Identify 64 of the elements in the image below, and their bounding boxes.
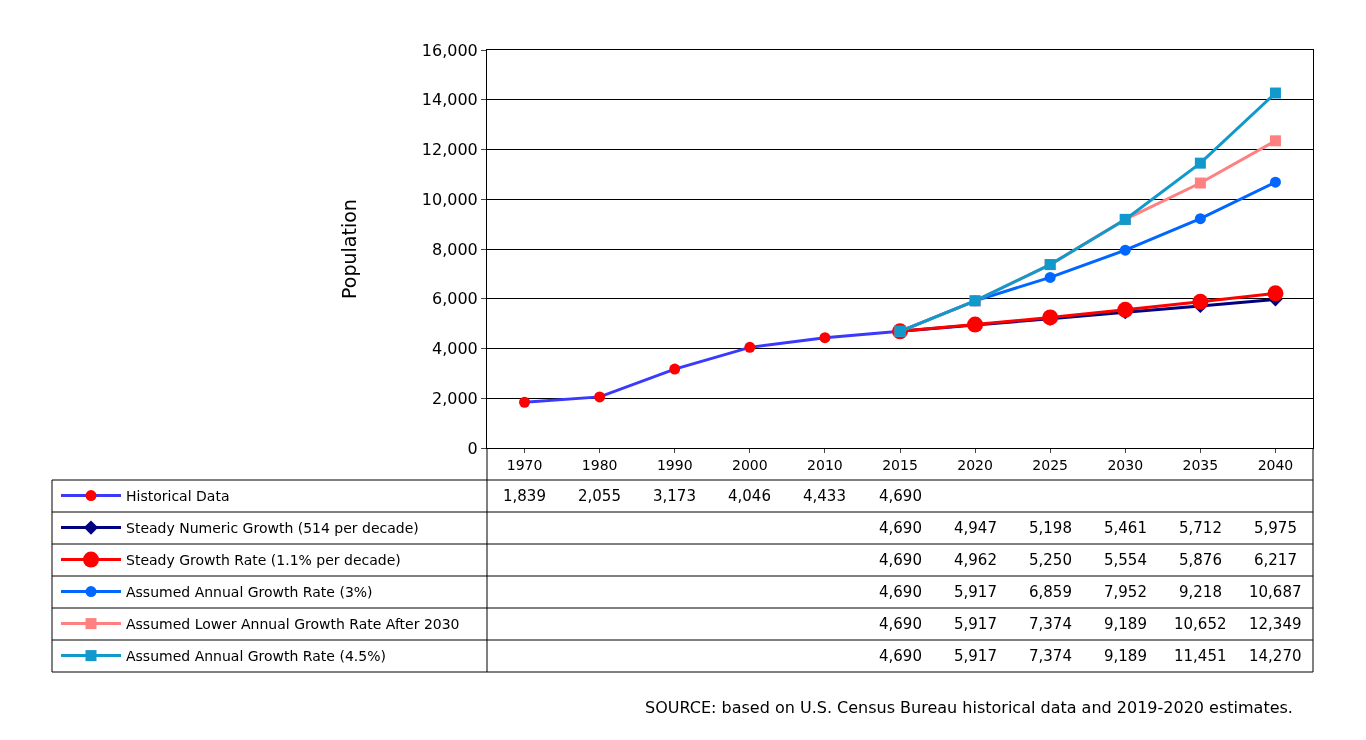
legend-label: Historical Data xyxy=(126,488,230,505)
data-label: 9,189 xyxy=(1104,647,1147,665)
x-tick-label: 1970 xyxy=(506,456,543,473)
data-label: 9,218 xyxy=(1179,583,1222,601)
data-label: 4,690 xyxy=(879,583,922,601)
x-tick-label: 2000 xyxy=(732,456,768,473)
data-label: 4,690 xyxy=(879,519,922,537)
data-label: 4,690 xyxy=(879,615,922,633)
legend-label: Steady Numeric Growth (514 per decade) xyxy=(126,520,419,537)
data-label: 9,189 xyxy=(1104,615,1147,633)
y-tick-label: 8,000 xyxy=(431,239,478,259)
y-tick-label: 10,000 xyxy=(421,189,478,209)
source-note: SOURCE: based on U.S. Census Bureau historical data and 2019-2020 estimates. xyxy=(645,698,1293,717)
data-label: 1,839 xyxy=(503,487,546,505)
data-label: 5,198 xyxy=(1029,519,1072,537)
x-tick-label: 2010 xyxy=(807,456,843,473)
legend-label: Assumed Annual Growth Rate (3%) xyxy=(126,584,373,601)
legend-label: Assumed Lower Annual Growth Rate After 2030 xyxy=(126,616,460,633)
data-label: 3,173 xyxy=(653,487,696,505)
data-label: 4,690 xyxy=(879,551,922,569)
legend-label: Assumed Annual Growth Rate (4.5%) xyxy=(126,648,386,665)
data-label: 5,876 xyxy=(1179,551,1222,569)
y-tick-label: 2,000 xyxy=(431,388,478,408)
data-label: 10,687 xyxy=(1249,583,1302,601)
y-tick-label: 16,000 xyxy=(421,40,478,60)
data-label: 11,451 xyxy=(1174,647,1227,665)
data-label: 5,975 xyxy=(1254,519,1297,537)
data-label: 4,046 xyxy=(728,487,771,505)
legend-label: Steady Growth Rate (1.1% per decade) xyxy=(126,552,401,569)
x-tick-label: 2025 xyxy=(1032,456,1068,473)
y-tick-label: 12,000 xyxy=(421,140,478,160)
x-tick-label: 2030 xyxy=(1107,456,1144,473)
data-label: 5,461 xyxy=(1104,519,1147,537)
data-label: 5,917 xyxy=(954,583,997,601)
y-tick-label: 4,000 xyxy=(431,339,478,359)
data-label: 7,374 xyxy=(1029,647,1072,665)
data-label: 14,270 xyxy=(1249,647,1302,665)
data-label: 4,433 xyxy=(803,487,846,505)
data-label: 2,055 xyxy=(578,487,621,505)
x-tick-label: 1990 xyxy=(656,456,693,473)
data-label: 7,952 xyxy=(1104,583,1147,601)
y-axis-title: Population xyxy=(337,199,360,299)
data-label: 5,554 xyxy=(1104,551,1147,569)
x-tick-label: 2040 xyxy=(1257,456,1294,473)
y-tick-label: 6,000 xyxy=(431,289,478,309)
y-tick-label: 0 xyxy=(467,438,478,458)
data-label: 4,690 xyxy=(879,647,922,665)
data-label: 10,652 xyxy=(1174,615,1227,633)
data-label: 5,917 xyxy=(954,647,997,665)
data-label: 7,374 xyxy=(1029,615,1072,633)
data-label: 4,947 xyxy=(954,519,997,537)
data-label: 4,690 xyxy=(879,487,922,505)
data-label: 4,962 xyxy=(954,551,997,569)
data-label: 6,217 xyxy=(1254,551,1297,569)
data-label: 5,917 xyxy=(954,615,997,633)
y-tick-label: 14,000 xyxy=(421,90,478,110)
x-tick-label: 2015 xyxy=(882,456,918,473)
x-tick-label: 1980 xyxy=(581,456,618,473)
data-label: 5,712 xyxy=(1179,519,1222,537)
data-label: 5,250 xyxy=(1029,551,1072,569)
x-tick-label: 2035 xyxy=(1182,456,1219,473)
data-label: 6,859 xyxy=(1029,583,1072,601)
x-tick-label: 2020 xyxy=(957,456,993,473)
data-label: 12,349 xyxy=(1249,615,1302,633)
